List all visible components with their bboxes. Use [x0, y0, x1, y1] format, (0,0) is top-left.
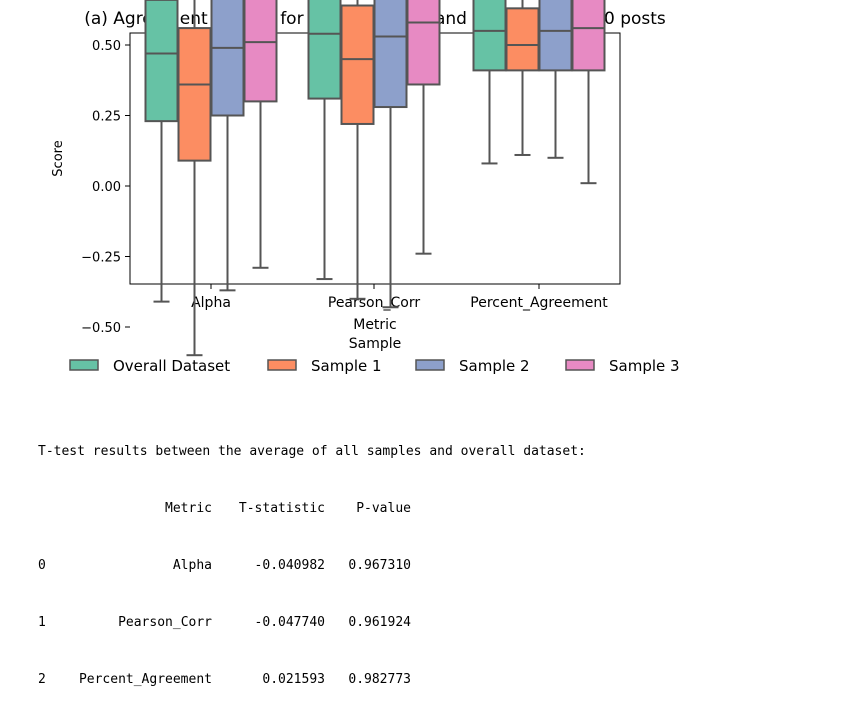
box [177, 27, 212, 162]
row-p-value: 0.967310 [348, 558, 411, 573]
legend-label: Sample 2 [459, 357, 530, 375]
box [243, 0, 278, 103]
row-t-statistic: -0.040982 [254, 558, 325, 573]
y-tick-label: −0.25 [81, 251, 121, 266]
header-p-value: P-value [356, 501, 411, 516]
ttest-row: 0 Alpha -0.040982 0.967310 [38, 556, 586, 575]
y-axis-label: Score [51, 140, 66, 176]
header-t-statistic: T-statistic [238, 501, 325, 516]
legend-swatch [69, 359, 99, 371]
row-p-value: 0.961924 [348, 615, 411, 630]
legend-label: Overall Dataset [113, 357, 230, 375]
x-tick-label: Percent_Agreement [470, 295, 608, 311]
row-t-statistic: -0.047740 [254, 615, 325, 630]
legend-title: Sample [349, 336, 402, 352]
legend-label: Sample 3 [609, 357, 680, 375]
y-tick-label: 0.50 [92, 39, 121, 54]
box [210, 0, 245, 117]
legend-swatch [267, 359, 297, 371]
box [340, 4, 375, 125]
row-index: 1 [38, 615, 46, 630]
box [144, 0, 179, 123]
box [406, 0, 441, 86]
x-tick-label: Alpha [191, 295, 231, 311]
box [373, 0, 408, 109]
row-index: 0 [38, 558, 46, 573]
row-metric: Percent_Agreement [78, 672, 212, 687]
y-tick-label: −0.50 [81, 321, 121, 336]
box [307, 0, 342, 100]
row-t-statistic: 0.021593 [262, 672, 325, 687]
legend-swatch [415, 359, 445, 371]
legend-swatch [565, 359, 595, 371]
ttest-header-row: Metric T-statistic P-value [38, 499, 586, 518]
x-tick-label: Pearson_Corr [328, 295, 420, 311]
legend-label: Sample 1 [311, 357, 382, 375]
y-tick-label: 0.00 [92, 180, 121, 195]
row-metric: Alpha [172, 558, 212, 573]
y-tick-label: 0.25 [92, 110, 121, 125]
ttest-heading: T-test results between the average of al… [38, 444, 586, 459]
ttest-row: 2 Percent_Agreement 0.021593 0.982773 [38, 670, 586, 689]
box [571, 0, 606, 72]
row-p-value: 0.982773 [348, 672, 411, 687]
header-metric: Metric [165, 501, 212, 516]
x-axis-label: Metric [353, 317, 397, 333]
row-index: 2 [38, 672, 46, 687]
ttest-output: T-test results between the average of al… [38, 404, 586, 708]
boxplot-chart: (a) Agreement Metrics for 12 Annotators … [51, 0, 680, 375]
box [505, 7, 540, 72]
ttest-row: 1 Pearson_Corr -0.047740 0.961924 [38, 613, 586, 632]
box [538, 0, 573, 72]
row-metric: Pearson_Corr [118, 615, 212, 630]
box [472, 0, 507, 72]
